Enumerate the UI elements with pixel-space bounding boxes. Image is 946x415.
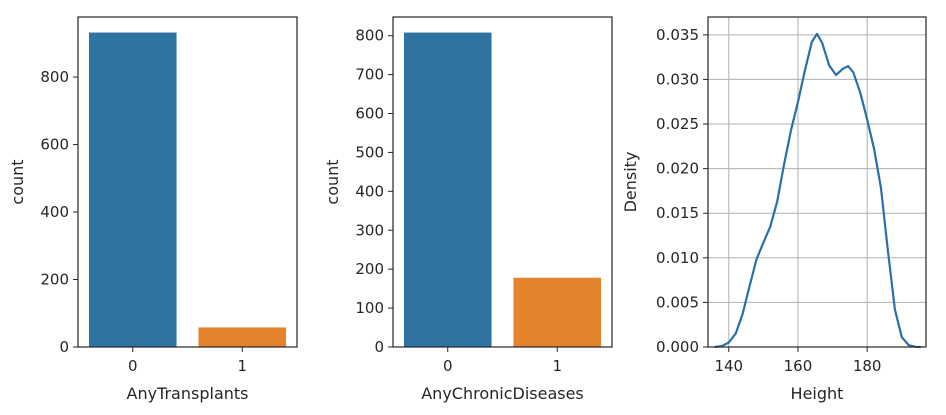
y-tick-label: 0 [59,338,69,356]
bar-0-0 [88,32,177,347]
axes-frame [77,16,298,348]
x-tick-label: 180 [853,357,882,375]
bar-1-0 [403,32,492,347]
y-tick-label: 100 [355,299,384,317]
y-tick-label: 0.025 [656,115,699,133]
y-tick-label: 0.020 [656,160,699,178]
y-tick-label: 800 [355,27,384,45]
y-tick-label: 600 [40,136,69,154]
y-tick-label: 700 [355,66,384,84]
y-tick-label: 0 [374,338,384,356]
x-axis-label: AnyChronicDiseases [421,384,584,403]
y-tick-label: 0.005 [656,293,699,311]
axes-frame [392,16,613,348]
y-tick-label: 500 [355,143,384,161]
y-tick-label: 0.000 [656,338,699,356]
y-tick-label: 0.035 [656,26,699,44]
y-tick-label: 0.010 [656,249,699,267]
x-tick-label: 1 [552,357,562,375]
y-tick-label: 0.015 [656,204,699,222]
y-axis-label: Density [621,152,640,213]
x-tick-label: 160 [784,357,813,375]
density-line [714,32,921,349]
x-tick-label: 140 [714,357,743,375]
y-tick-label: 0.030 [656,70,699,88]
x-tick-label: 0 [128,357,138,375]
y-axis-label: count [8,159,27,204]
y-axis-label: count [323,159,342,204]
bar-0-1 [198,327,287,347]
y-tick-label: 400 [40,203,69,221]
y-tick-label: 200 [355,260,384,278]
y-tick-label: 800 [40,68,69,86]
x-axis-label: AnyTransplants [127,384,249,403]
bar-1-1 [513,277,602,347]
y-tick-label: 300 [355,221,384,239]
x-tick-label: 0 [443,357,453,375]
y-tick-label: 200 [40,271,69,289]
x-axis-label: Height [791,384,844,403]
y-tick-label: 600 [355,105,384,123]
axes-frame [707,16,927,348]
y-tick-label: 400 [355,182,384,200]
x-tick-label: 1 [237,357,247,375]
